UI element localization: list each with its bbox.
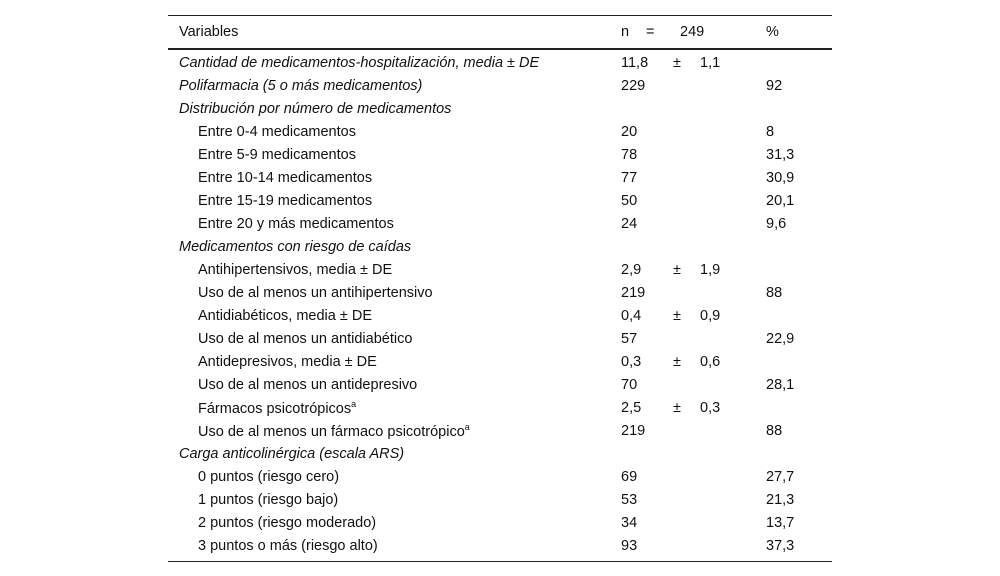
row-plusminus: ±	[673, 399, 681, 416]
row-percent: 13,7	[766, 514, 795, 531]
row-label: Entre 20 y más medicamentos	[198, 215, 394, 232]
row-label: Uso de al menos un antidepresivo	[198, 376, 418, 393]
table-row: Entre 15-19 medicamentos 50 20,1	[168, 189, 832, 212]
row-percent: 92	[766, 77, 783, 94]
row-percent: 28,1	[766, 376, 795, 393]
row-label: Medicamentos con riesgo de caídas	[179, 238, 412, 255]
table-row: Entre 20 y más medicamentos 24 9,6	[168, 212, 832, 235]
table-row: Fármacos psicotrópicosa 2,5 ±0,3	[168, 396, 832, 419]
row-plusminus: ±	[673, 261, 681, 278]
footnote-marker: a	[464, 421, 470, 432]
table-row: Uso de al menos un antidepresivo 70 28,1	[168, 373, 832, 396]
footnote-marker: a	[351, 398, 357, 409]
row-n: 0,3	[621, 353, 642, 370]
row-label: Distribución por número de medicamentos	[179, 100, 452, 117]
row-label: Antihipertensivos, media ± DE	[198, 261, 393, 278]
row-sd: 1,1	[700, 54, 721, 71]
row-percent: 21,3	[766, 491, 795, 508]
row-n: 53	[621, 491, 638, 508]
row-n: 2,5	[621, 399, 642, 416]
row-label: Uso de al menos un antihipertensivo	[198, 284, 433, 301]
row-percent: 9,6	[766, 215, 787, 232]
table-row: Uso de al menos un antihipertensivo 219 88	[168, 281, 832, 304]
row-label: Antidepresivos, media ± DE	[198, 353, 377, 370]
row-percent: 88	[766, 284, 783, 301]
row-n: 0,4	[621, 307, 642, 324]
row-n: 77	[621, 169, 638, 186]
table-row: Entre 5-9 medicamentos 78 31,3	[168, 143, 832, 166]
table-row: 2 puntos (riesgo moderado) 34 13,7	[168, 511, 832, 534]
row-n: 78	[621, 146, 638, 163]
table-row: Antidepresivos, media ± DE 0,3 ±0,6	[168, 350, 832, 373]
row-n: 219	[621, 422, 646, 439]
row-n: 229	[621, 77, 646, 94]
header-n-value: 249	[680, 24, 705, 40]
row-percent: 27,7	[766, 468, 795, 485]
row-label: Antidiabéticos, media ± DE	[198, 307, 372, 324]
row-label: Entre 0-4 medicamentos	[198, 123, 356, 140]
table-row: 1 puntos (riesgo bajo) 53 21,3	[168, 488, 832, 511]
row-n: 50	[621, 192, 638, 209]
row-plusminus: ±	[673, 307, 681, 324]
row-n: 69	[621, 468, 638, 485]
row-n: 34	[621, 514, 638, 531]
table-row: Cantidad de medicamentos-hospitalización…	[168, 51, 832, 74]
row-label: Fármacos psicotrópicos	[198, 400, 352, 417]
table-row: Polifarmacia (5 o más medicamentos) 229 92	[168, 74, 832, 97]
row-label: Polifarmacia (5 o más medicamentos)	[179, 77, 423, 94]
row-n: 70	[621, 376, 638, 393]
data-table: Variables n = 249 % Cantidad de medicame…	[168, 15, 832, 562]
row-plusminus: ±	[673, 353, 681, 370]
header-n: n	[621, 24, 630, 40]
row-sd: 1,9	[700, 261, 721, 278]
table-row: Uso de al menos un antidiabético 57 22,9	[168, 327, 832, 350]
row-plusminus: ±	[673, 54, 681, 71]
table-row: Entre 10-14 medicamentos 77 30,9	[168, 166, 832, 189]
row-percent: 37,3	[766, 537, 795, 554]
row-label: Entre 5-9 medicamentos	[198, 146, 356, 163]
header-variables: Variables	[179, 24, 239, 40]
row-percent: 22,9	[766, 330, 795, 347]
row-percent: 88	[766, 422, 783, 439]
table-row: Antidiabéticos, media ± DE 0,4 ±0,9	[168, 304, 832, 327]
table-row: Uso de al menos un fármaco psicotrópicoa…	[168, 419, 832, 442]
table-row: Antihipertensivos, media ± DE 2,9 ±1,9	[168, 258, 832, 281]
row-n: 11,8	[621, 54, 649, 71]
table-row: Distribución por número de medicamentos	[168, 97, 832, 120]
table-header: Variables n = 249 %	[168, 16, 832, 50]
table-row: 0 puntos (riesgo cero) 69 27,7	[168, 465, 832, 488]
row-sd: 0,6	[700, 353, 721, 370]
row-percent: 30,9	[766, 169, 795, 186]
row-label: Cantidad de medicamentos-hospitalización…	[179, 54, 540, 71]
header-percent: %	[766, 24, 779, 40]
row-label: 3 puntos o más (riesgo alto)	[198, 537, 378, 554]
row-n: 57	[621, 330, 638, 347]
row-label: Uso de al menos un fármaco psicotrópico	[198, 423, 465, 440]
row-label: 1 puntos (riesgo bajo)	[198, 491, 339, 508]
row-sd: 0,3	[700, 399, 721, 416]
table-body: Cantidad de medicamentos-hospitalización…	[168, 50, 832, 561]
row-n: 2,9	[621, 261, 642, 278]
table-row: Medicamentos con riesgo de caídas	[168, 235, 832, 258]
table-row: Carga anticolinérgica (escala ARS)	[168, 442, 832, 465]
row-label: Uso de al menos un antidiabético	[198, 330, 413, 347]
row-sd: 0,9	[700, 307, 721, 324]
row-n: 219	[621, 284, 646, 301]
row-percent: 20,1	[766, 192, 795, 209]
row-percent: 31,3	[766, 146, 795, 163]
row-label-wrap: Fármacos psicotrópicosa	[198, 399, 356, 417]
row-n: 24	[621, 215, 638, 232]
table-row: 3 puntos o más (riesgo alto) 93 37,3	[168, 534, 832, 557]
row-label: Carga anticolinérgica (escala ARS)	[179, 445, 405, 462]
row-label-wrap: Uso de al menos un fármaco psicotrópicoa	[198, 422, 470, 440]
row-label: 2 puntos (riesgo moderado)	[198, 514, 377, 531]
table-row: Entre 0-4 medicamentos 20 8	[168, 120, 832, 143]
row-label: Entre 15-19 medicamentos	[198, 192, 373, 209]
row-n: 20	[621, 123, 638, 140]
row-label: Entre 10-14 medicamentos	[198, 169, 373, 186]
row-n: 93	[621, 537, 638, 554]
row-label: 0 puntos (riesgo cero)	[198, 468, 340, 485]
row-percent: 8	[766, 123, 775, 140]
header-eq: =	[646, 24, 655, 40]
